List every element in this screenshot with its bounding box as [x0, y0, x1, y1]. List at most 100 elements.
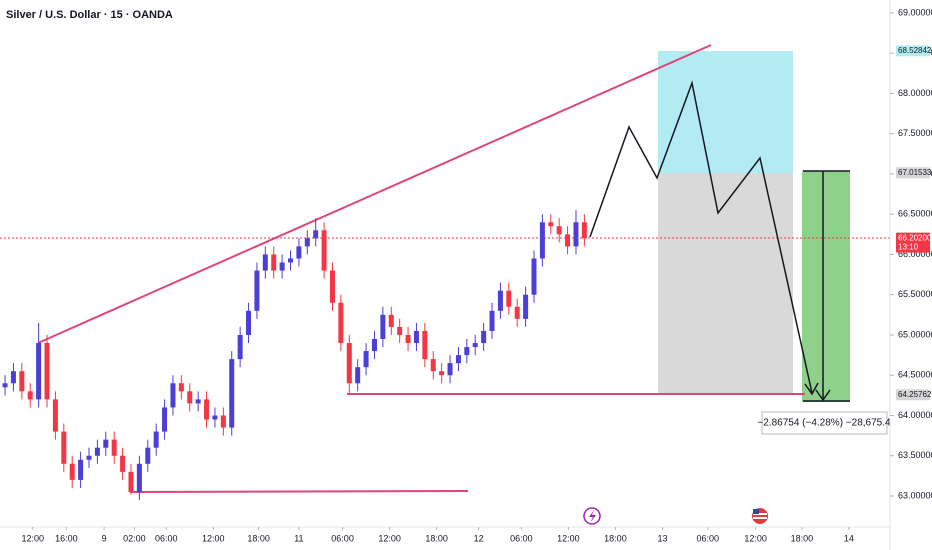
y-tick-label: 65.00000	[898, 329, 932, 339]
candle-body	[94, 447, 100, 456]
candle-body	[86, 455, 92, 460]
candle-body	[136, 463, 142, 492]
price-tag-countdown: 13:10	[898, 242, 919, 251]
candle-body	[145, 447, 151, 464]
candle-body	[288, 258, 294, 263]
candle-body	[304, 238, 310, 247]
x-tick-label: 18:00	[425, 533, 448, 543]
candle-body	[506, 290, 512, 307]
candle-body	[464, 347, 470, 356]
x-tick-label: 06:00	[155, 533, 178, 543]
measure-label-box	[761, 411, 888, 435]
x-tick-label: 02:00	[123, 533, 146, 543]
candle-body	[430, 359, 436, 372]
y-tick-label: 63.50000	[898, 450, 932, 460]
price-tag-label: 64.25762	[898, 390, 932, 399]
candle-body	[313, 230, 319, 239]
candle-body	[128, 471, 134, 492]
candle-body	[481, 330, 487, 344]
candle-body	[220, 415, 226, 428]
candle-body	[472, 343, 478, 348]
candle-body	[380, 314, 386, 339]
candle-body	[36, 343, 42, 400]
candle-body	[44, 343, 50, 400]
candle-body	[271, 254, 277, 271]
candle-body	[523, 294, 529, 319]
y-tick-label: 66.00000	[898, 249, 932, 259]
candle-body	[246, 310, 252, 335]
y-tick-label: 65.50000	[898, 289, 932, 299]
candle-body	[556, 226, 562, 235]
candle-body	[497, 290, 503, 311]
candle-body	[388, 314, 394, 327]
x-tick-label: 06:00	[331, 533, 354, 543]
y-tick-label: 64.50000	[898, 370, 932, 380]
candle-body	[2, 383, 8, 388]
candle-body	[565, 234, 571, 247]
price-tag-label: 67.01533	[898, 168, 932, 177]
x-tick-label: 11	[294, 533, 303, 543]
flag-stripe	[753, 517, 767, 519]
candle-body	[162, 407, 168, 432]
candle-body	[229, 359, 235, 428]
arrow-head	[804, 382, 819, 396]
x-tick-label: 18:00	[791, 533, 814, 543]
price-tag	[896, 389, 930, 401]
candle-body	[405, 334, 411, 344]
x-tick-label: 12:00	[21, 533, 44, 543]
candle-body	[346, 343, 352, 384]
y-tick-label: 63.00000	[898, 490, 932, 500]
measure-box	[802, 171, 850, 402]
candle-body	[10, 371, 16, 384]
candle-body	[548, 222, 554, 227]
candle-body	[329, 270, 335, 303]
x-tick-label: 18:00	[604, 533, 627, 543]
x-tick-label: 16:00	[55, 533, 78, 543]
trend-line	[37, 44, 712, 344]
price-tag-label: 66.20200	[898, 233, 932, 242]
y-tick-label: 64.00000	[898, 410, 932, 420]
price-tag	[896, 232, 930, 253]
candle-body	[539, 222, 545, 259]
candle-body	[321, 230, 327, 271]
x-tick-label: 18:00	[247, 533, 270, 543]
price-tag-label: 68.52842	[898, 46, 932, 55]
candle-body	[413, 330, 419, 344]
candle-body	[212, 415, 218, 420]
x-tick-label: 12:00	[557, 533, 580, 543]
x-tick-label: 13	[657, 533, 667, 543]
candle-body	[296, 246, 302, 259]
candle-body	[178, 383, 184, 392]
candle-body	[279, 262, 285, 271]
x-tick-label: 06:00	[697, 533, 720, 543]
candle-body	[573, 222, 579, 247]
candle-body	[19, 371, 25, 392]
chart-title: Silver / U.S. Dollar · 15 · OANDA	[6, 9, 173, 21]
price-tag	[896, 45, 930, 57]
candle-body	[439, 371, 445, 376]
candle-body	[153, 431, 159, 448]
x-tick-label: 12:00	[202, 533, 225, 543]
y-tick-label: 69.00000	[898, 7, 932, 17]
candle-body	[254, 270, 260, 311]
candle-body	[531, 258, 537, 295]
candle-body	[371, 338, 377, 352]
candle-body	[455, 355, 461, 364]
support-line	[129, 490, 469, 493]
target-zone	[658, 51, 793, 173]
y-tick-label: 67.50000	[898, 128, 932, 138]
event-icon-bolt	[589, 510, 596, 523]
y-tick-label: 66.50000	[898, 209, 932, 219]
candle-body	[204, 399, 210, 420]
x-tick-label: 12	[474, 533, 484, 543]
candle-body	[120, 455, 126, 472]
candle-body	[422, 330, 428, 360]
x-tick-label: 14	[844, 533, 854, 543]
candle-body	[397, 326, 403, 335]
candle-body	[111, 439, 117, 456]
price-tag	[896, 167, 930, 179]
candle-body	[103, 439, 109, 448]
candle-body	[514, 306, 520, 319]
projection-path	[589, 80, 813, 394]
